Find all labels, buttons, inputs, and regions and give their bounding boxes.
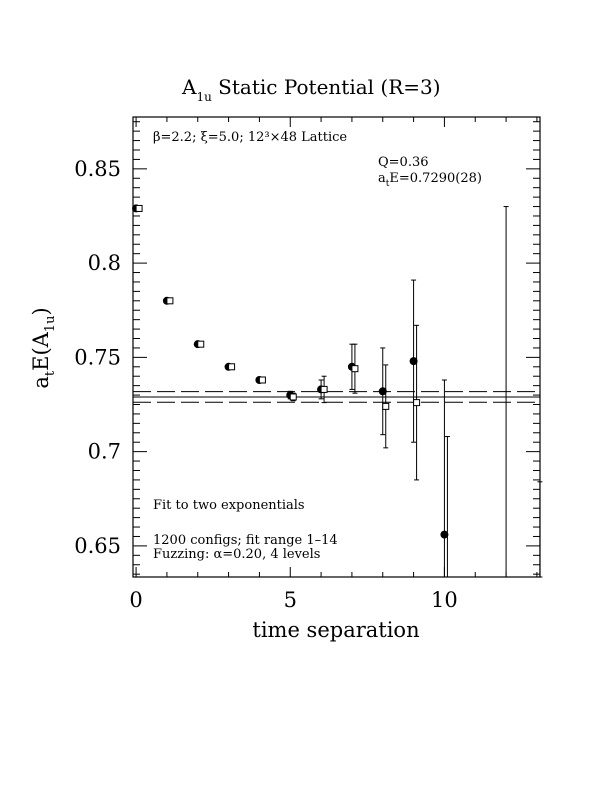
y-tick-labels: 0.65 0.7 0.75 0.8 0.85 (74, 157, 121, 558)
y-tick-label: 0.8 (88, 251, 121, 275)
data-point-square (382, 402, 390, 410)
data-point-square (166, 297, 174, 305)
annotation-energy: atE=0.7290(28) (378, 171, 482, 189)
y-tick-label: 0.85 (74, 157, 121, 181)
annotation-fit: Fit to two exponentials (153, 498, 305, 513)
y-axis-label-main: a (29, 376, 53, 389)
chart-title-sub: 1u (196, 90, 212, 104)
x-tick-label: 5 (284, 588, 297, 612)
data-point-square (351, 365, 359, 373)
x-tick-labels: 0 5 10 (129, 588, 457, 612)
data-point-square (413, 399, 421, 407)
y-tick-label: 0.75 (74, 345, 121, 369)
data-point-circle (378, 387, 387, 396)
data-point-square (135, 204, 143, 212)
x-axis-label: time separation (252, 618, 419, 642)
data-point-circle (440, 530, 449, 539)
annotation-lattice: β=2.2; ξ=5.0; 12³×48 Lattice (153, 130, 347, 145)
y-axis-label-end: ) (29, 307, 53, 315)
x-tick-label: 0 (129, 588, 142, 612)
data-point-circle (409, 357, 418, 366)
chart-title-rest: Static Potential (R=3) (212, 75, 441, 99)
x-tick-label: 10 (431, 588, 458, 612)
data-point-square (228, 363, 236, 371)
y-axis-label-sub2: 1u (43, 316, 58, 333)
chart-title: A1u Static Potential (R=3) (181, 75, 441, 104)
data-point-square (320, 385, 328, 393)
annotation-q: Q=0.36 (378, 155, 429, 170)
data-point-square (258, 376, 266, 384)
data-marks (132, 204, 543, 578)
data-point-square (197, 340, 205, 348)
annotation-energy-rest: E=0.7290(28) (389, 171, 482, 186)
y-axis-label-sub1: t (43, 370, 58, 376)
axis-ticks (133, 117, 540, 577)
chart-title-main: A (181, 75, 197, 99)
data-point-square (289, 393, 297, 401)
y-axis-label-mid: E(A (29, 331, 53, 371)
plot-frame (132, 116, 541, 578)
y-tick-label: 0.65 (74, 534, 121, 558)
annotation-fuzzing: Fuzzing: α=0.20, 4 levels (153, 547, 320, 562)
annotation-configs: 1200 configs; fit range 1–14 (153, 533, 338, 548)
annotation-energy-sub: t (386, 179, 390, 189)
y-tick-label: 0.7 (88, 440, 121, 464)
fit-lines (133, 391, 540, 403)
y-axis-label: atE(A1u) (29, 307, 58, 388)
annotation-energy-main: a (378, 171, 386, 186)
